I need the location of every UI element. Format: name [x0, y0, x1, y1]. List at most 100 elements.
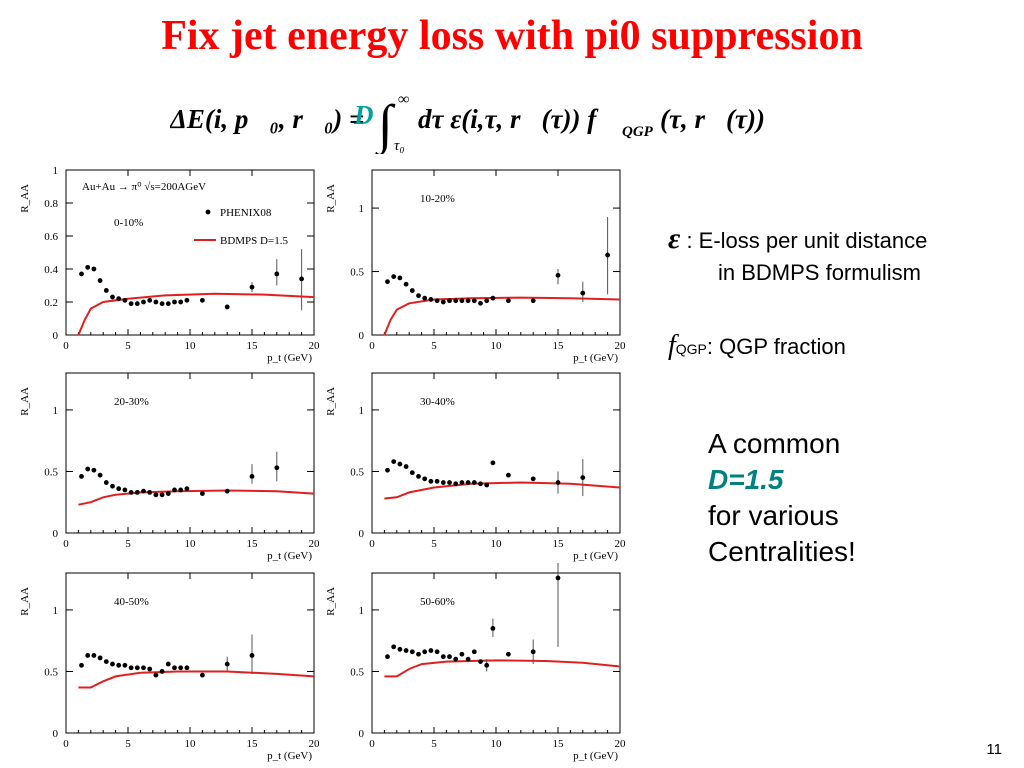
- x-axis-label: p_t (GeV): [573, 550, 618, 562]
- data-point: [122, 487, 128, 493]
- data-point: [555, 575, 561, 581]
- y-tick-label: 0.5: [44, 466, 58, 478]
- data-point: [110, 661, 115, 667]
- data-point: [385, 654, 390, 660]
- conclusion-line-1: A common: [708, 428, 841, 459]
- y-tick-label: 0: [53, 528, 59, 540]
- panel-label: 0-10%: [114, 217, 143, 229]
- data-point: [153, 492, 159, 498]
- y-tick-label: 0.5: [44, 666, 58, 678]
- data-point: [506, 651, 511, 657]
- y-tick-label: 0.5: [350, 666, 364, 678]
- x-tick-label: 15: [553, 738, 565, 750]
- data-point: [453, 298, 459, 304]
- data-point: [91, 653, 97, 658]
- page-number: 11: [986, 741, 1002, 758]
- y-axis-label: R_AA: [325, 387, 337, 416]
- y-tick-label: 1: [53, 165, 59, 177]
- bdmps-curve: [384, 659, 621, 678]
- data-point: [274, 271, 280, 277]
- data-point: [147, 666, 153, 672]
- data-point: [85, 466, 91, 472]
- data-point: [530, 298, 536, 304]
- data-point: [580, 475, 586, 481]
- x-axis-label: p_t (GeV): [267, 750, 312, 762]
- data-point: [172, 665, 177, 671]
- data-point: [159, 301, 165, 307]
- y-tick-label: 0.5: [350, 267, 364, 279]
- x-tick-label: 10: [185, 538, 197, 550]
- data-point: [385, 279, 390, 285]
- data-point: [416, 293, 421, 299]
- data-point: [478, 300, 483, 306]
- data-point: [141, 665, 146, 671]
- x-tick-label: 0: [63, 340, 69, 352]
- x-tick-label: 10: [491, 538, 503, 550]
- data-point: [555, 272, 561, 278]
- legend-label-bdmps: BDMPS D=1.5: [220, 235, 288, 247]
- bdmps-curve: [384, 481, 621, 500]
- y-tick-label: 0: [53, 330, 59, 342]
- data-point: [116, 662, 122, 668]
- conclusion-line-3: for various: [708, 500, 839, 531]
- x-tick-label: 15: [247, 340, 259, 352]
- data-point: [490, 460, 496, 466]
- data-point: [465, 656, 471, 662]
- y-tick-label: 0: [359, 330, 365, 342]
- data-point: [409, 649, 415, 655]
- y-axis-label: R_AA: [19, 184, 31, 213]
- raa-plot-50-60: 0 5 10 15 20 0 0.5 1 p_t (GeV) R_AA 50-60%: [325, 563, 626, 762]
- data-point: [122, 297, 128, 303]
- data-point: [391, 274, 397, 280]
- data-point: [385, 467, 390, 473]
- data-point: [409, 470, 415, 476]
- data-point: [428, 478, 434, 484]
- data-point: [506, 298, 511, 304]
- data-point: [178, 487, 184, 493]
- data-point: [224, 304, 230, 310]
- data-point: [478, 659, 483, 665]
- x-tick-label: 10: [491, 738, 503, 750]
- formula-svg: ΔE(i, p⃗₀, r⃗₀) = D ∫ ∞ τ₀ dτ ε(i,τ, r⃗(…: [169, 91, 765, 157]
- data-point: [159, 669, 165, 674]
- energy-loss-formula: ΔE(i, p⃗₀, r⃗₀) = D ∫ ∞ τ₀ dτ ε(i,τ, r⃗(…: [169, 88, 790, 157]
- data-point: [447, 654, 452, 660]
- panel-label: 10-20%: [420, 193, 455, 205]
- epsilon-note: ε : E-loss per unit distance: [668, 222, 927, 256]
- data-point: [422, 476, 428, 482]
- data-point: [153, 672, 159, 678]
- y-tick-label: 0: [359, 528, 365, 540]
- y-tick-label: 1: [359, 405, 365, 417]
- data-point: [459, 480, 465, 485]
- panel-label: 40-50%: [114, 596, 149, 608]
- data-point: [440, 480, 446, 485]
- y-tick-label: 0.5: [350, 466, 364, 478]
- data-point: [484, 482, 490, 488]
- data-point: [471, 298, 477, 304]
- data-point: [97, 472, 103, 478]
- data-point: [403, 464, 409, 469]
- data-point: [580, 290, 586, 296]
- x-tick-label: 5: [431, 340, 437, 352]
- data-point: [178, 665, 184, 671]
- data-point: [172, 299, 177, 305]
- plot-frame: [371, 572, 621, 734]
- f-sub: QGP: [675, 341, 707, 357]
- x-tick-label: 20: [615, 340, 627, 352]
- data-point: [506, 472, 511, 478]
- data-point: [103, 288, 109, 293]
- data-point: [409, 288, 415, 293]
- bdmps-curve: [77, 292, 315, 336]
- x-axis-label: p_t (GeV): [267, 550, 312, 562]
- x-tick-label: 20: [309, 738, 321, 750]
- data-point: [484, 298, 490, 304]
- x-axis-label: p_t (GeV): [267, 352, 312, 364]
- data-point: [91, 467, 97, 473]
- data-point: [165, 661, 171, 667]
- data-point: [159, 492, 165, 498]
- y-tick-label: 0.2: [44, 297, 58, 309]
- data-point: [200, 491, 205, 497]
- data-point: [490, 295, 496, 301]
- y-tick-label: 0.8: [44, 198, 58, 210]
- y-tick-label: 1: [359, 605, 365, 617]
